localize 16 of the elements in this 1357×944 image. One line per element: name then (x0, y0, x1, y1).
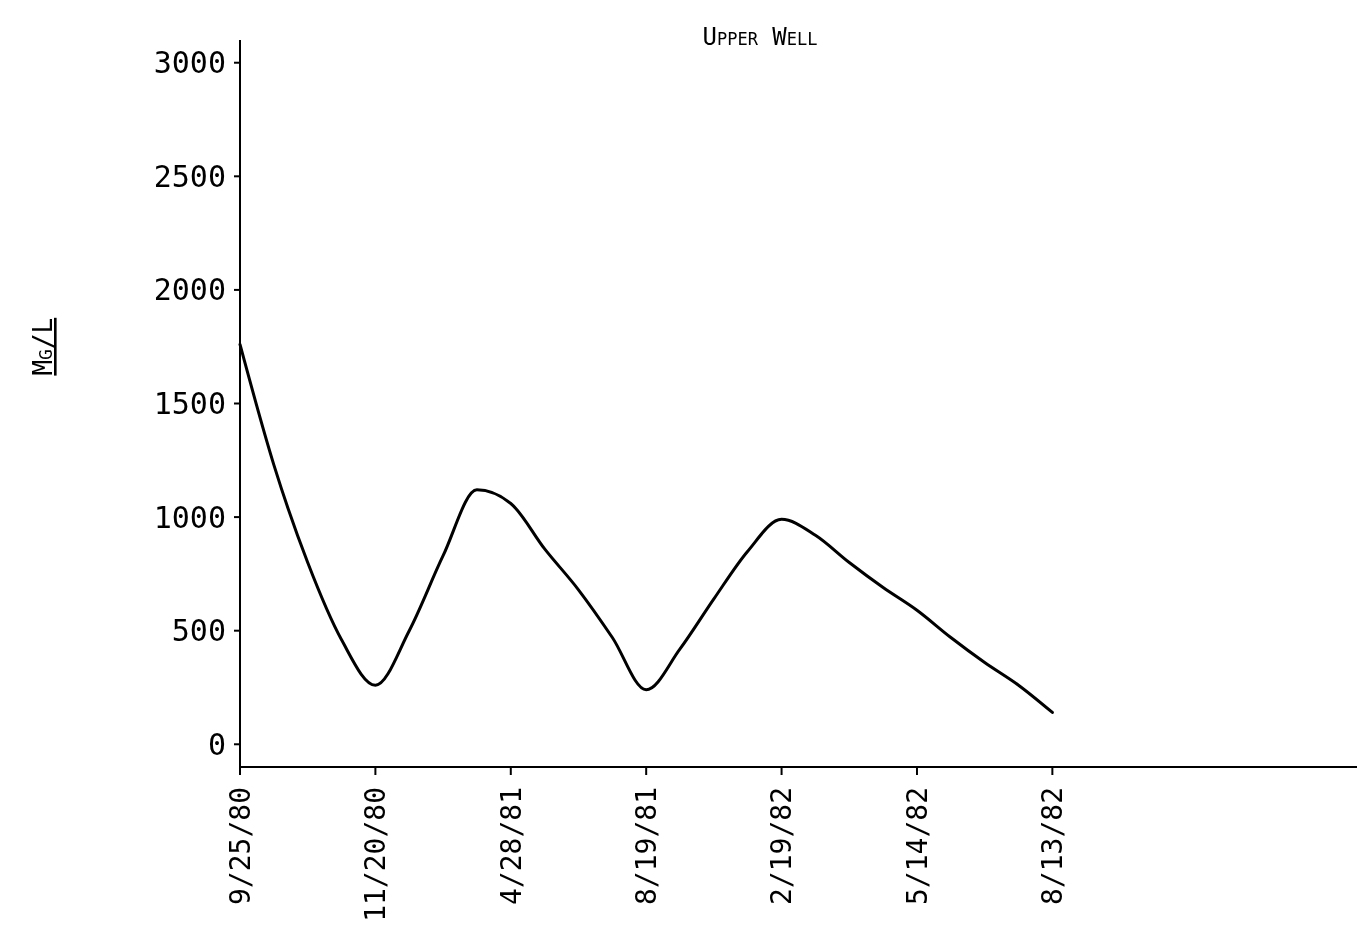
y-tick-label: 3000 (153, 45, 226, 81)
x-tick-label: 4/28/81 (494, 787, 528, 906)
x-tick-label: 8/19/81 (629, 787, 663, 906)
y-tick-label: 500 (171, 613, 226, 649)
x-tick-label: 8/13/82 (1036, 787, 1070, 906)
y-tick-label: 1500 (153, 386, 226, 421)
chart-title: Upper Well (702, 23, 818, 51)
y-axis-title: Mg/L (28, 317, 58, 376)
x-tick-label: 9/25/80 (223, 787, 257, 906)
y-tick-label: 2000 (153, 272, 226, 308)
x-tick-label: 2/19/82 (765, 787, 799, 906)
x-tick-label: 5/14/82 (900, 787, 934, 906)
y-tick-label: 1000 (153, 499, 226, 535)
y-tick-label: 2500 (153, 158, 226, 194)
y-tick-label: 0 (207, 726, 226, 762)
x-tick-label: 11/20/80 (359, 787, 393, 922)
